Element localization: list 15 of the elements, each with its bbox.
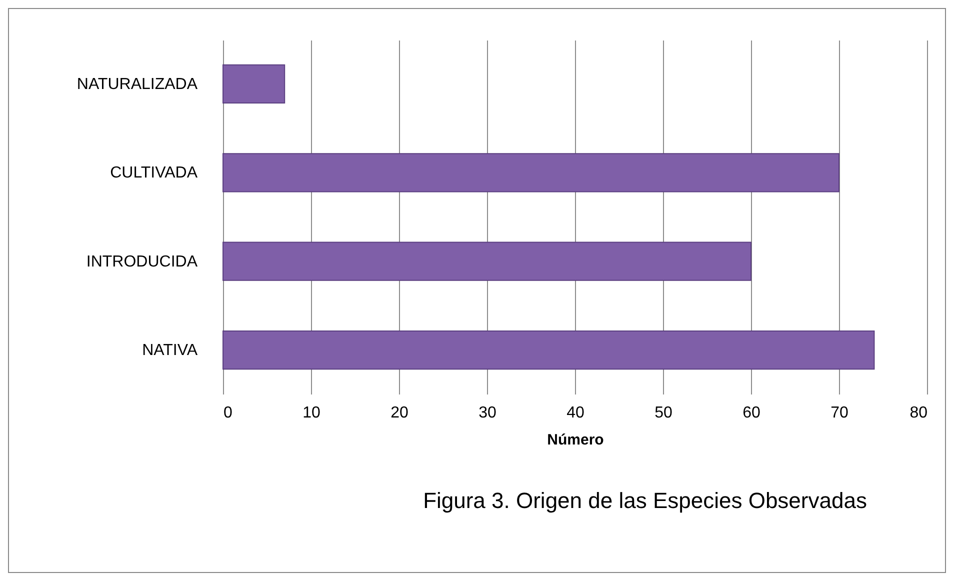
x-tick-label: 40	[566, 404, 584, 422]
y-tick-label: CULTIVADA	[110, 164, 198, 182]
x-tick-label: 80	[910, 404, 928, 422]
x-tick-label: 70	[830, 404, 848, 422]
y-tick-label: INTRODUCIDA	[86, 253, 198, 270]
x-axis-title: Número	[547, 432, 604, 448]
x-tick-label: 60	[742, 404, 760, 422]
text: Figura 3. Origen de las Especies Observadas	[423, 488, 867, 513]
x-tick-label: 20	[390, 404, 408, 422]
y-tick-label: NATIVA	[142, 342, 198, 360]
y-tick-label: NATURALIZADA	[76, 76, 198, 93]
x-tick-label: 0	[224, 404, 232, 422]
x-tick-label: 50	[654, 404, 672, 422]
x-tick-label: 30	[478, 404, 496, 422]
x-tick-label: 10	[302, 404, 320, 422]
